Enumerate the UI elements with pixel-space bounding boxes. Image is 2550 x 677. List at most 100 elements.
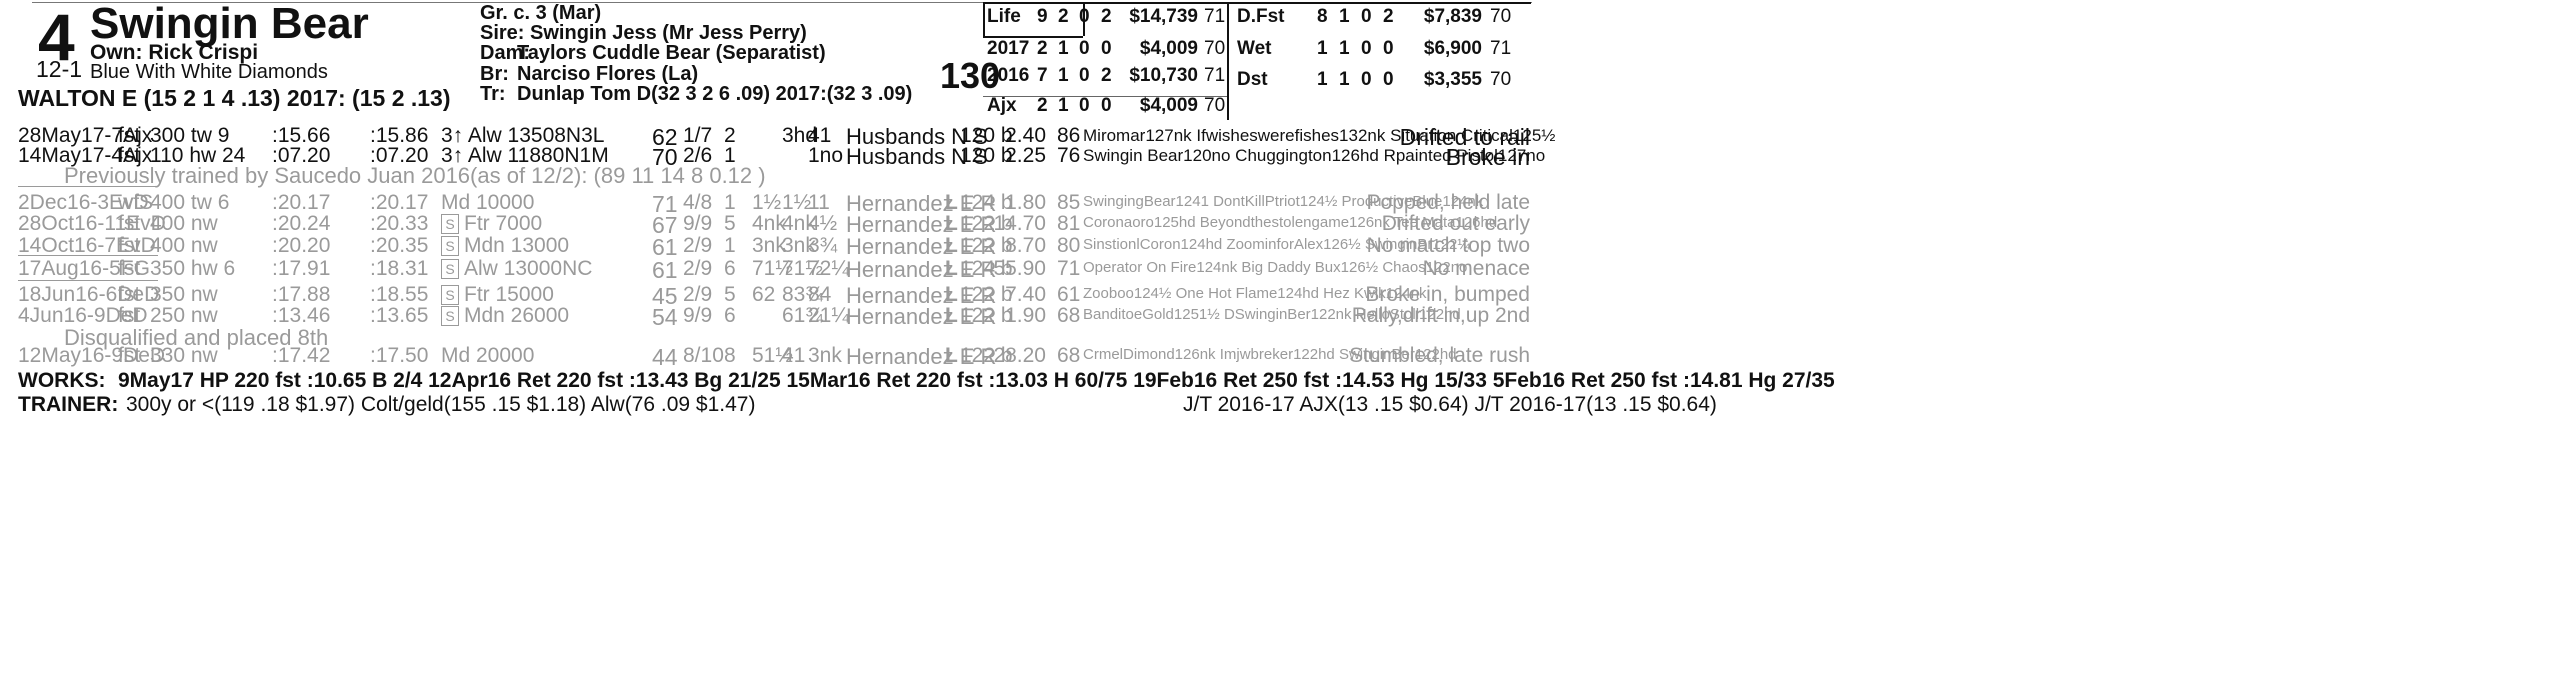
previous-trainer-note: Previously trained by Saucedo Juan 2016(… [64,163,766,188]
race-top-finishers: Zooboo124½ One Hot Flame124hd Hez Kwik12… [1083,285,1427,302]
row-separator [18,280,158,281]
race-distance: 110 hw 24 [150,144,246,167]
race-call-1: 3nk [752,234,786,257]
race-fraction: :17.42 [272,344,331,367]
race-speed-figure: 67 [652,212,678,238]
record-split-divider [1227,2,1229,120]
race-odds: 8.70 [1005,234,1046,257]
race-final-time: :20.35 [370,234,429,257]
record-label: 2016 [987,65,1030,86]
race-weight: 122 b [960,344,1013,367]
race-weight: 124 b [960,191,1013,214]
race-start-position: 1 [724,144,736,167]
race-finish: 4½ [808,212,838,235]
state-bred-icon-box: S [441,259,459,279]
record-places: 0 [1361,69,1372,90]
race-medication: L [945,191,958,214]
record-label: Wet [1237,38,1272,59]
record-shows: 0 [1383,69,1394,90]
race-comment: Drifted out early [1381,212,1530,235]
record-shows: 2 [1101,65,1112,86]
race-fraction: :17.91 [272,257,331,280]
dam: Taylors Cuddle Bear (Separatist) [517,42,826,64]
program-number: 4 [38,0,75,74]
race-comment: Rally,drift in,up 2nd [1351,304,1530,327]
race-call-1: 4nk [752,212,786,235]
race-speed-rating: 68 [1057,344,1081,367]
race-class: Mdn 13000 [464,234,570,257]
sire: Sire: Swingin Jess (Mr Jess Perry) [480,22,807,44]
race-jockey: Hernandez E R [846,212,997,237]
race-post-position: 2/9 [683,283,713,306]
race-distance: 300 tw 9 [150,124,230,147]
race-date: 14Oct16-7EvD [18,234,156,257]
race-date: 17Aug16-5FG [18,257,150,280]
race-post-position: 2/9 [683,257,713,280]
race-finish: 3nk [808,344,842,367]
jt-stats: J/T 2016-17 AJX(13 .15 $0.64) J/T 2016-1… [1183,393,1717,416]
race-fraction: :13.46 [272,304,331,327]
record-label: 2017 [987,38,1030,59]
record-shows: 0 [1383,38,1394,59]
record-places: 0 [1361,6,1372,27]
record-speed: 70 [1490,6,1512,27]
race-date: 28Oct16-11EvD [18,212,166,235]
race-call-1: 1½ [752,191,782,214]
race-class: Md 10000 [441,191,535,214]
works-label: WORKS: [18,369,106,392]
race-speed-figure: 71 [652,191,678,217]
race-post-position: 9/9 [683,212,713,235]
race-jockey: Hernandez E R [846,304,997,329]
record-speed: 71 [1204,6,1226,27]
race-weight: 122 b [960,212,1013,235]
race-condition: fst [118,257,141,280]
race-medication: L [945,304,958,327]
race-finish: 41 [808,124,832,147]
race-call-2: 61¾ [782,304,823,327]
race-condition: fst [118,234,141,257]
race-comment: Stumbled, late rush [1349,344,1530,367]
race-finish: 72¼ [808,257,849,280]
record-life-divider [1083,2,1085,36]
race-start-position: 6 [724,257,736,280]
record-places: 0 [1361,38,1372,59]
race-speed-rating: 76 [1057,144,1081,167]
race-finish: 11 [808,191,830,214]
race-post-position: 1/7 [683,124,713,147]
race-date: 2Dec16-3EvD [18,191,149,214]
race-finish: 84 [808,283,832,306]
race-odds: 7.40 [1005,283,1046,306]
record-label: Ajx [987,95,1017,116]
record-shows: 0 [1101,38,1112,59]
race-start-position: 2 [724,124,736,147]
trainer: Dunlap Tom D(32 3 2 6 .09) 2017:(32 3 .0… [517,83,913,105]
race-call-2: 3hd [782,124,818,147]
race-final-time: :13.65 [370,304,429,327]
race-call-2: 71½ [782,257,823,280]
race-comment: No match top two [1366,234,1530,257]
state-bred-icon: S [441,285,463,305]
race-speed-figure: 61 [652,234,678,260]
race-medication: L [945,283,958,306]
trainer-label: Tr: [480,83,506,105]
race-speed-figure: 54 [652,304,678,330]
record-left-rule [983,2,985,38]
race-post-position: 9/9 [683,304,713,327]
race-distance: 350 nw [150,283,218,306]
race-class: Md 20000 [441,344,535,367]
record-starts: 7 [1037,65,1048,86]
record-wins: 1 [1339,38,1350,59]
race-speed-rating: 85 [1057,191,1081,214]
record-wins: 1 [1058,95,1069,116]
record-shows: 2 [1383,6,1394,27]
race-start-position: 8 [724,344,736,367]
race-comment: Popped, held late [1366,191,1530,214]
record-label: Dst [1237,69,1268,90]
jockey-line: WALTON E (15 2 1 4 .13) 2017: (15 2 .13) [18,85,451,111]
race-weight: 122 b [960,283,1013,306]
race-condition: fst [118,344,141,367]
race-speed-figure: 62 [652,124,678,150]
race-jockey: Husbands N S [846,124,988,149]
record-starts: 2 [1037,38,1048,59]
race-medication: L [945,234,958,257]
